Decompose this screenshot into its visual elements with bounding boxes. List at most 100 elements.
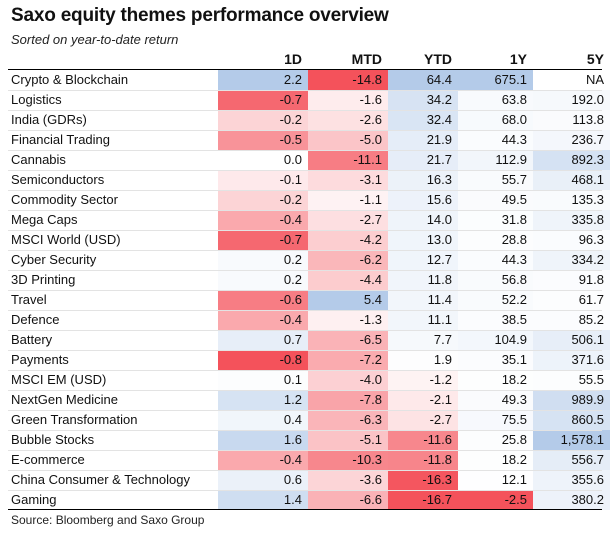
cell-1y: 112.9 xyxy=(458,150,533,170)
table-row: Green Transformation 0.4 -6.3 -2.7 75.5 860.5 xyxy=(8,410,610,430)
cell-ytd: -2.1 xyxy=(388,390,458,410)
cell-5y: 860.5 xyxy=(533,410,610,430)
cell-ytd: 1.9 xyxy=(388,350,458,370)
cell-ytd: 7.7 xyxy=(388,330,458,350)
cell-5y: 236.7 xyxy=(533,130,610,150)
row-label: Semiconductors xyxy=(11,172,105,187)
cell-1y: 63.8 xyxy=(458,90,533,110)
row-label: China Consumer & Technology xyxy=(11,472,190,487)
row-label: Mega Caps xyxy=(11,212,78,227)
row-label: India (GDRs) xyxy=(11,112,87,127)
table-row: MSCI EM (USD) 0.1 -4.0 -1.2 18.2 55.5 xyxy=(8,370,610,390)
table-row: Defence -0.4 -1.3 11.1 38.5 85.2 xyxy=(8,310,610,330)
table-row: Payments -0.8 -7.2 1.9 35.1 371.6 xyxy=(8,350,610,370)
row-divider xyxy=(8,190,602,191)
row-label: Financial Trading xyxy=(11,132,110,147)
cell-1d: -0.4 xyxy=(218,450,308,470)
row-divider xyxy=(8,230,602,231)
cell-1d: -0.2 xyxy=(218,110,308,130)
cell-1y: -2.5 xyxy=(458,490,533,510)
row-divider xyxy=(8,270,602,271)
cell-1d: 0.2 xyxy=(218,250,308,270)
cell-mtd: -6.5 xyxy=(308,330,388,350)
table-row: Logistics -0.7 -1.6 34.2 63.8 192.0 xyxy=(8,90,610,110)
row-divider xyxy=(8,390,602,391)
cell-mtd: -3.6 xyxy=(308,470,388,490)
cell-mtd: -2.6 xyxy=(308,110,388,130)
table-row: Cyber Security 0.2 -6.2 12.7 44.3 334.2 xyxy=(8,250,610,270)
cell-ytd: 15.6 xyxy=(388,190,458,210)
cell-5y: 135.3 xyxy=(533,190,610,210)
cell-1y: 68.0 xyxy=(458,110,533,130)
cell-5y: 506.1 xyxy=(533,330,610,350)
cell-1y: 12.1 xyxy=(458,470,533,490)
cell-mtd: -5.0 xyxy=(308,130,388,150)
cell-5y: 355.6 xyxy=(533,470,610,490)
cell-ytd: -11.6 xyxy=(388,430,458,450)
cell-mtd: -2.7 xyxy=(308,210,388,230)
cell-5y: NA xyxy=(533,70,610,90)
cell-ytd: 16.3 xyxy=(388,170,458,190)
cell-5y: 61.7 xyxy=(533,290,610,310)
cell-ytd: -2.7 xyxy=(388,410,458,430)
cell-1d: -0.4 xyxy=(218,310,308,330)
source-note: Source: Bloomberg and Saxo Group xyxy=(11,513,205,527)
cell-mtd: 5.4 xyxy=(308,290,388,310)
row-label: 3D Printing xyxy=(11,272,76,287)
cell-mtd: -6.6 xyxy=(308,490,388,510)
cell-ytd: 11.1 xyxy=(388,310,458,330)
cell-5y: 1,578.1 xyxy=(533,430,610,450)
cell-ytd: 64.4 xyxy=(388,70,458,90)
column-header-ytd: YTD xyxy=(424,51,452,67)
table-row: Bubble Stocks 1.6 -5.1 -11.6 25.8 1,578.1 xyxy=(8,430,610,450)
cell-5y: 371.6 xyxy=(533,350,610,370)
cell-ytd: 21.7 xyxy=(388,150,458,170)
table-row: India (GDRs) -0.2 -2.6 32.4 68.0 113.8 xyxy=(8,110,610,130)
cell-1y: 49.3 xyxy=(458,390,533,410)
cell-1d: -0.1 xyxy=(218,170,308,190)
row-divider xyxy=(8,290,602,291)
cell-mtd: -7.2 xyxy=(308,350,388,370)
row-label: Commodity Sector xyxy=(11,192,118,207)
cell-1y: 52.2 xyxy=(458,290,533,310)
table-row: China Consumer & Technology 0.6 -3.6 -16.3 1… xyxy=(8,470,610,490)
cell-1d: -0.2 xyxy=(218,190,308,210)
row-divider xyxy=(8,410,602,411)
cell-mtd: -10.3 xyxy=(308,450,388,470)
cell-1y: 38.5 xyxy=(458,310,533,330)
cell-5y: 96.3 xyxy=(533,230,610,250)
column-header-1y: 1Y xyxy=(509,51,527,67)
row-divider xyxy=(8,310,602,311)
row-divider xyxy=(8,490,602,491)
cell-1y: 56.8 xyxy=(458,270,533,290)
chart-title: Saxo equity themes performance overview xyxy=(11,5,389,26)
cell-mtd: -4.2 xyxy=(308,230,388,250)
row-divider xyxy=(8,210,602,211)
row-label: Defence xyxy=(11,312,60,327)
cell-5y: 192.0 xyxy=(533,90,610,110)
row-label: Crypto & Blockchain xyxy=(11,72,129,87)
cell-1d: -0.7 xyxy=(218,90,308,110)
cell-1y: 49.5 xyxy=(458,190,533,210)
table-row: Battery 0.7 -6.5 7.7 104.9 506.1 xyxy=(8,330,610,350)
cell-mtd: -11.1 xyxy=(308,150,388,170)
cell-1d: -0.6 xyxy=(218,290,308,310)
cell-ytd: 11.4 xyxy=(388,290,458,310)
table-row: Gaming 1.4 -6.6 -16.7 -2.5 380.2 xyxy=(8,490,610,510)
cell-1d: 0.4 xyxy=(218,410,308,430)
cell-1d: 0.1 xyxy=(218,370,308,390)
cell-mtd: -6.3 xyxy=(308,410,388,430)
footer-divider xyxy=(8,509,602,510)
cell-5y: 85.2 xyxy=(533,310,610,330)
cell-ytd: -1.2 xyxy=(388,370,458,390)
cell-1y: 104.9 xyxy=(458,330,533,350)
cell-1y: 18.2 xyxy=(458,450,533,470)
cell-1d: 1.2 xyxy=(218,390,308,410)
row-label: Travel xyxy=(11,292,47,307)
cell-1y: 25.8 xyxy=(458,430,533,450)
table-row: Commodity Sector -0.2 -1.1 15.6 49.5 135.3 xyxy=(8,190,610,210)
chart-subtitle: Sorted on year-to-date return xyxy=(11,32,179,47)
row-divider xyxy=(8,150,602,151)
cell-mtd: -1.6 xyxy=(308,90,388,110)
